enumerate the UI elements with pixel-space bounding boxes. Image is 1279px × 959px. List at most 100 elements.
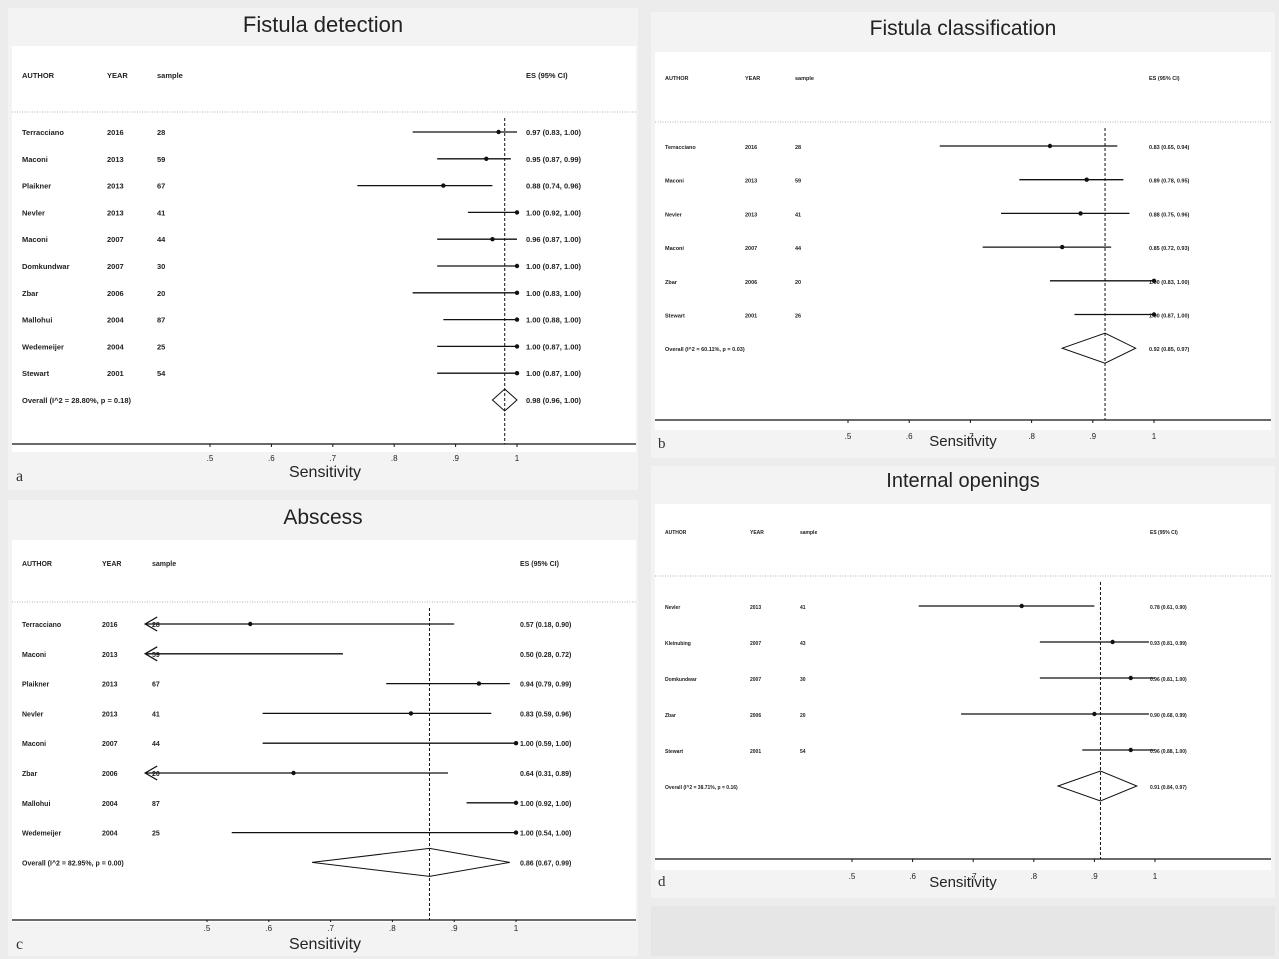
forest-plot-svg: AUTHOR YEAR sample ES (95% CI) Terracciano 20…	[12, 561, 636, 922]
study-year: 2007	[745, 246, 757, 252]
overall-es-label: 0.91 (0.84, 0.97)	[1150, 785, 1187, 791]
overall-es-label: 0.98 (0.96, 1.00)	[526, 396, 582, 405]
forest-plot-b: AUTHOR YEAR sample ES (95% CI) Terracciano 20…	[655, 52, 1271, 430]
header-es: ES (95% CI)	[520, 561, 559, 568]
study-author: Plaikner	[22, 682, 50, 689]
study-sample: 26	[795, 314, 801, 320]
study-author: Terracciano	[22, 128, 64, 137]
point-estimate	[441, 183, 446, 188]
study-author: Stewart	[665, 749, 683, 755]
study-year: 2013	[107, 208, 124, 217]
x-tick-label: .6	[905, 432, 913, 441]
study-year: 2013	[107, 182, 124, 191]
point-estimate	[513, 830, 519, 835]
study-sample: 20	[795, 280, 801, 286]
study-sample: 28	[157, 128, 165, 137]
study-author: Wedemeijer	[22, 831, 61, 838]
forest-plot-a: AUTHOR YEAR sample ES (95% CI) Terracciano 20…	[12, 46, 636, 452]
study-es-label: 0.88 (0.75, 0.96)	[1149, 212, 1190, 218]
study-author: Zbar	[665, 713, 676, 719]
study-year: 2001	[750, 749, 761, 755]
study-es-label: 0.64 (0.31, 0.89)	[520, 771, 571, 778]
study-es-label: 1.00 (0.83, 1.00)	[1149, 280, 1190, 286]
header-author: AUTHOR	[22, 71, 55, 80]
forest-plot-svg: AUTHOR YEAR sample ES (95% CI) Terracciano 20…	[12, 71, 636, 447]
point-estimate	[1128, 675, 1133, 681]
study-year: 2001	[107, 369, 124, 378]
point-estimate	[408, 711, 414, 716]
study-year: 2013	[107, 155, 124, 164]
study-sample: 41	[800, 605, 806, 611]
study-year: 2013	[102, 711, 118, 718]
x-tick-label: .9	[1091, 872, 1098, 881]
x-tick-label: .5	[844, 432, 852, 441]
study-author: Zbar	[22, 289, 38, 298]
point-estimate	[513, 800, 519, 805]
blank-area	[651, 906, 1275, 956]
study-es-label: 1.00 (0.54, 1.00)	[520, 831, 571, 838]
point-estimate	[496, 129, 501, 135]
overall-diamond	[312, 847, 510, 877]
panel-fistula-classification: Fistula classification AUTHOR YEAR sample E…	[651, 12, 1275, 458]
study-sample: 20	[800, 713, 806, 719]
study-author: Domkundwar	[665, 677, 697, 683]
study-es-label: 0.93 (0.81, 0.99)	[1150, 641, 1187, 647]
point-estimate	[1060, 244, 1065, 250]
study-es-label: 1.00 (0.92, 1.00)	[526, 208, 582, 217]
study-es-label: 0.50 (0.28, 0.72)	[520, 652, 571, 659]
x-tick-label: .9	[452, 454, 459, 463]
study-author: Nevler	[665, 212, 683, 218]
study-year: 2004	[107, 342, 125, 351]
panel-letter: a	[16, 468, 24, 485]
study-author: Stewart	[22, 369, 50, 378]
x-tick-label: .5	[203, 924, 211, 933]
x-tick-label: .8	[389, 924, 396, 933]
study-sample: 41	[795, 212, 801, 218]
point-estimate	[514, 290, 520, 295]
x-axis-label: Sensitivity	[929, 433, 997, 450]
x-tick-label: .6	[909, 872, 916, 881]
study-es-label: 1.00 (0.59, 1.00)	[520, 741, 571, 748]
study-sample: 67	[152, 682, 160, 689]
study-year: 2004	[102, 831, 118, 838]
study-year: 2013	[102, 682, 118, 689]
x-tick-label: 1	[513, 924, 519, 933]
study-sample: 54	[800, 749, 806, 755]
header-author: AUTHOR	[665, 76, 689, 82]
study-year: 2013	[750, 605, 761, 611]
study-year: 2001	[745, 314, 757, 320]
x-tick-label: .5	[848, 872, 856, 881]
point-estimate	[248, 621, 253, 627]
study-sample: 41	[152, 711, 160, 718]
study-es-label: 0.89 (0.78, 0.95)	[1149, 179, 1190, 185]
point-estimate	[514, 344, 520, 349]
overall-label: Overall (I^2 = 38.71%, p = 0.16)	[665, 785, 738, 791]
panel-letter: c	[16, 936, 24, 953]
point-estimate	[476, 681, 482, 686]
header-author: AUTHOR	[22, 561, 52, 568]
panel-abscess: Abscess AUTHOR YEAR sample ES (95% CI) Terra…	[8, 500, 638, 956]
study-es-label: 0.96 (0.87, 1.00)	[526, 235, 582, 244]
x-axis-label: Sensitivity	[288, 464, 362, 481]
ci-arrow	[143, 616, 158, 632]
study-year: 2004	[107, 316, 125, 325]
forest-plot-svg: AUTHOR YEAR sample ES (95% CI) Terracciano 20…	[655, 76, 1271, 423]
study-author: Maconi	[665, 246, 684, 252]
study-es-label: 0.78 (0.61, 0.90)	[1150, 605, 1187, 611]
header-author: AUTHOR	[665, 530, 687, 536]
header-sample: sample	[152, 561, 176, 568]
study-es-label: 0.96 (0.81, 1.00)	[1150, 677, 1187, 683]
study-es-label: 0.83 (0.65, 0.94)	[1149, 145, 1190, 151]
study-sample: 67	[157, 182, 165, 191]
x-tick-label: .7	[329, 454, 337, 463]
study-author: Stewart	[665, 314, 685, 320]
point-estimate	[1151, 312, 1157, 317]
point-estimate	[484, 156, 489, 161]
point-estimate	[1078, 211, 1083, 216]
study-author: Zbar	[22, 771, 37, 778]
study-author: Nevler	[22, 711, 44, 718]
panel-internal-openings: Internal openings AUTHOR YEAR sample ES (95…	[651, 466, 1275, 898]
x-axis-label: Sensitivity	[929, 874, 997, 891]
study-year: 2004	[102, 801, 118, 808]
study-author: Maconi	[22, 652, 46, 659]
